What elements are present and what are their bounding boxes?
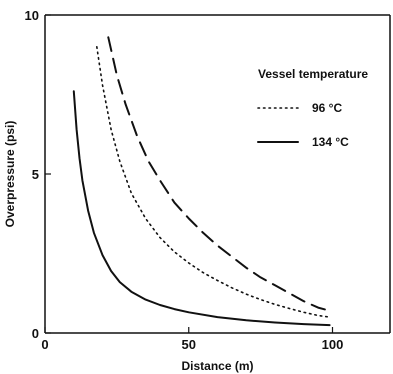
series-layer bbox=[72, 36, 331, 327]
x-tick-label: 0 bbox=[41, 337, 48, 352]
legend-title: Vessel temperature bbox=[258, 67, 368, 81]
series-line-dashed bbox=[107, 36, 331, 312]
legend: Vessel temperature 96 °C 134 °C bbox=[257, 67, 368, 149]
legend-label: 134 °C bbox=[312, 135, 349, 149]
y-tick-label: 5 bbox=[32, 167, 39, 182]
legend-items: 96 °C 134 °C bbox=[257, 101, 349, 149]
x-tick-label: 50 bbox=[182, 337, 196, 352]
y-axis-title: Overpressure (psi) bbox=[3, 121, 17, 228]
plot-frame bbox=[44, 14, 391, 334]
x-axis-title: Distance (m) bbox=[181, 359, 253, 373]
legend-label: 96 °C bbox=[312, 101, 342, 115]
y-tick-label: 0 bbox=[32, 326, 39, 341]
axis-ticks bbox=[44, 14, 334, 334]
axis-tick-labels: 0 50 100 0 5 10 bbox=[25, 8, 344, 352]
series-line-solid bbox=[72, 90, 331, 327]
x-tick-label: 100 bbox=[322, 337, 344, 352]
y-tick-label: 10 bbox=[25, 8, 39, 23]
series-line-dotted bbox=[96, 46, 331, 318]
